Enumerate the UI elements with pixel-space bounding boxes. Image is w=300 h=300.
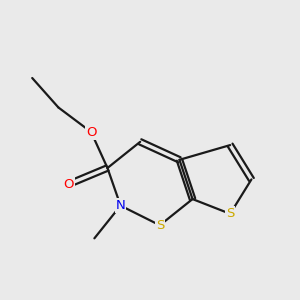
Text: N: N <box>116 199 125 212</box>
Text: O: O <box>86 125 96 139</box>
Text: S: S <box>226 207 234 220</box>
Text: S: S <box>156 219 164 232</box>
Text: O: O <box>63 178 74 191</box>
